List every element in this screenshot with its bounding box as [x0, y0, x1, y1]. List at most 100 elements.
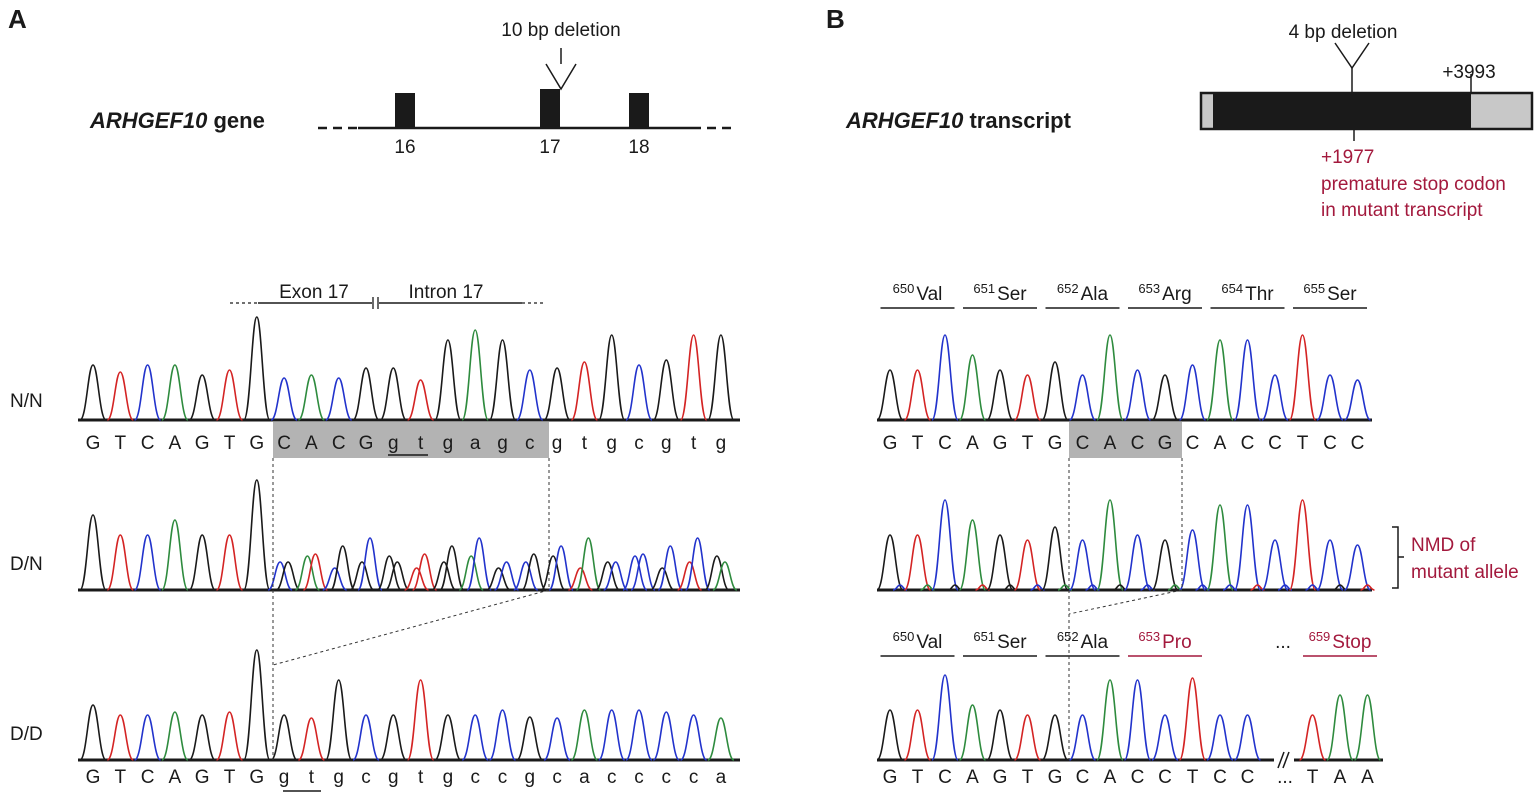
codon-label: 653 Pro — [1138, 629, 1191, 653]
trace-peak — [903, 709, 932, 761]
codon-label: 650 Val — [893, 629, 943, 653]
codon-label: 650 Val — [893, 281, 943, 305]
trace-peak — [411, 553, 438, 591]
trace-peak — [161, 711, 189, 761]
trace-peak — [1041, 526, 1069, 591]
trace-peak — [707, 717, 735, 761]
deletion-label-a: 10 bp deletion — [501, 20, 620, 41]
trace-peak — [270, 377, 298, 421]
trace-peak — [575, 537, 602, 591]
codon-label: 655 Ser — [1303, 281, 1357, 305]
base-call: t — [309, 767, 315, 788]
base-call: g — [443, 767, 454, 788]
trace-peak — [1030, 584, 1045, 591]
trace-peak — [1151, 714, 1179, 761]
base-calls-b: G T C A G T G C A C G C A C C T C CG T C A G T G C A C C T C C... T A A — [883, 433, 1375, 788]
trace-peak — [1305, 584, 1320, 591]
base-call: g — [279, 767, 290, 788]
trace-peak — [1261, 539, 1289, 591]
trace-peak — [603, 561, 629, 591]
trace-peak — [1250, 584, 1265, 591]
trace-peak — [297, 717, 326, 761]
base-call: C — [141, 767, 155, 788]
trace-peak — [133, 364, 162, 421]
base-call: t — [418, 433, 424, 454]
end-position-label: +3993 — [1442, 62, 1495, 83]
genotype-label-dn: D/N — [10, 554, 43, 575]
base-call: G — [249, 433, 264, 454]
trace-peak — [352, 367, 380, 421]
trace-peak — [1096, 679, 1124, 761]
trace-peak — [649, 567, 675, 591]
base-call: c — [607, 767, 617, 788]
base-call: T — [224, 767, 236, 788]
trace-peak — [133, 534, 162, 591]
trace-peak — [461, 714, 489, 761]
base-call: G — [359, 433, 374, 454]
base-call: T — [1297, 433, 1309, 454]
trace-peak — [1206, 339, 1234, 421]
trace-peak — [570, 709, 599, 761]
trace-peak — [1002, 584, 1018, 591]
trace-peak — [1096, 334, 1124, 421]
chromatogram-traces-a — [78, 316, 740, 762]
trace-peak — [1013, 539, 1042, 591]
trace-peak — [79, 704, 107, 761]
base-call: g — [525, 767, 536, 788]
base-call: G — [1048, 433, 1063, 454]
deleted-region-highlight-b — [1069, 422, 1182, 458]
trace-peak — [1013, 714, 1042, 761]
base-call: C — [938, 767, 952, 788]
trace-peak — [376, 555, 402, 591]
trace-peak — [379, 367, 408, 421]
trace-peak — [986, 534, 1014, 591]
trace-peak — [1041, 714, 1069, 761]
base-call: C — [1241, 767, 1255, 788]
trace-peak — [1178, 364, 1207, 421]
codon-label: 659 Stop — [1309, 629, 1372, 653]
trace-peak — [352, 714, 380, 761]
trace-peak — [513, 561, 539, 591]
base-call: C — [1186, 433, 1200, 454]
base-call: A — [169, 767, 182, 788]
trace-peak — [516, 716, 544, 761]
transcript-diagram — [1199, 42, 1534, 141]
trace-peak — [1068, 374, 1097, 421]
base-call: G — [993, 433, 1008, 454]
trace-peak — [297, 374, 326, 421]
trace-peak — [1195, 584, 1210, 591]
trace-peak — [294, 555, 320, 591]
trace-peak — [986, 369, 1014, 421]
trace-peak — [106, 534, 135, 591]
trace-peak — [379, 714, 408, 761]
base-call: C — [332, 433, 346, 454]
trace-peak — [243, 649, 271, 761]
exon-16-box — [395, 93, 415, 128]
trace-peak — [947, 584, 963, 591]
trace-peak — [1288, 499, 1317, 591]
base-call: c — [361, 767, 371, 788]
trace-peak — [652, 711, 681, 761]
trace-peak — [931, 334, 959, 421]
trace-peak — [1013, 374, 1042, 421]
trace-peak — [958, 519, 987, 591]
base-call: C — [1131, 433, 1145, 454]
trace-peak — [679, 714, 708, 761]
base-call: A — [1104, 767, 1117, 788]
trace-peak — [1288, 334, 1317, 421]
trace-peak — [324, 377, 353, 421]
base-call: a — [579, 767, 590, 788]
codon-label: 653 Arg — [1138, 281, 1191, 305]
trace-peak — [188, 534, 216, 591]
base-call: g — [661, 433, 672, 454]
trace-peak — [1085, 584, 1100, 591]
trace-peak — [570, 361, 599, 421]
base-call: C — [1268, 433, 1282, 454]
trace-peak — [1316, 374, 1344, 421]
base-call: T — [1307, 767, 1319, 788]
trace-peak — [302, 553, 329, 591]
trace-peak — [548, 545, 574, 591]
exon-18-box — [629, 93, 649, 128]
trace-peak — [595, 561, 621, 591]
base-call: ... — [1277, 767, 1293, 788]
